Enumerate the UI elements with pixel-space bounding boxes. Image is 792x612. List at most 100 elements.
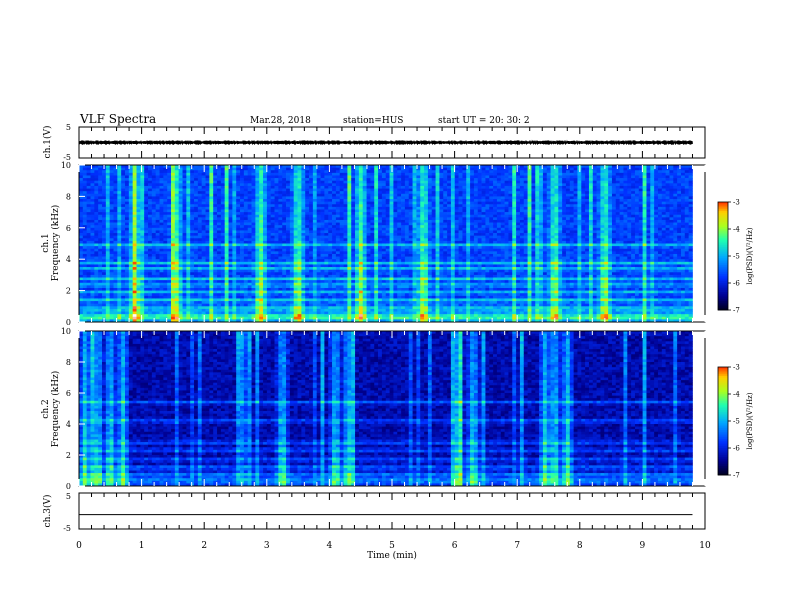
spectrogram-cell [82,308,88,312]
spectrogram-cell [128,227,134,231]
spectrogram-cell [251,227,256,231]
spectrogram-cell [82,185,88,189]
spectrogram-cell [174,233,180,236]
spectrogram-cell [332,287,337,291]
spectrogram-cell [385,196,390,200]
spectrogram-cell [155,219,160,223]
spectrogram-cell [128,196,134,200]
spectrogram-cell [362,188,367,192]
spectrogram-cell [320,206,325,210]
spectrogram-cell [121,233,126,236]
spectrogram-cell [186,301,191,305]
spectrogram-cell [174,212,180,216]
spectrogram-cell [140,272,145,276]
spectrogram-cell [335,235,341,239]
spectrogram-cell [293,196,298,200]
spectrogram-cell [79,272,84,276]
spectrogram-cell [324,290,329,294]
spectrogram-cell [94,206,99,210]
spectrogram-cell [355,225,360,229]
spectrogram-cell [381,272,387,276]
spectrogram-cell [136,175,141,179]
spectrogram-cell [217,204,222,208]
spectrogram-cell [328,272,333,276]
spectrogram-cell [155,259,160,263]
spectrogram-cell [205,290,210,294]
spectrogram-cell [274,287,279,291]
spectrogram-cell [289,285,295,289]
spectrogram-cell [102,295,107,299]
spectrogram-cell [132,261,137,265]
spectrogram-cell [351,227,356,231]
spectrogram-cell [236,290,241,294]
spectrogram-cell [243,301,249,305]
spectrogram-cell [274,230,279,234]
spectrogram-cell [140,175,145,179]
spectrogram-cell [209,319,214,323]
spectrogram-cell [102,193,107,197]
spectrogram-cell [121,238,126,242]
spectrogram-cell [167,167,172,171]
spectrogram-cell [339,212,344,216]
spectrogram-cell [197,303,203,307]
spectrogram-cell [159,298,164,302]
spectrogram-cell [370,290,375,294]
spectrogram-cell [236,274,241,278]
spectrogram-cell [355,230,360,234]
spectrogram-cell [270,311,275,315]
spectrogram-cell [358,319,364,323]
spectrogram-cell [232,196,237,200]
spectrogram-cell [312,282,318,286]
spectrogram-cell [236,303,241,307]
spectrogram-cell [358,185,364,189]
spectrogram-cell [205,183,210,187]
spectrogram-cell [117,225,122,229]
spectrogram-cell [263,193,268,197]
spectrogram-cell [335,314,341,318]
spectrogram-cell [121,199,126,202]
spectrogram-cell [274,253,279,257]
spectrogram-cell [90,272,95,276]
spectrogram-cell [381,256,387,260]
spectrogram-cell [270,264,275,268]
spectrogram-cell [220,303,226,307]
spectrogram-cell [274,185,279,189]
spectrogram-cell [151,267,157,271]
spectrogram-cell [320,298,325,302]
spectrogram-cell [236,264,241,268]
spectrogram-cell [163,311,168,315]
spectrogram-cell [240,282,245,286]
spectrogram-cell [151,301,157,305]
spectrogram-cell [289,295,295,299]
spectrogram-cell [178,165,183,168]
spectrogram-cell [374,282,379,286]
spectrogram-cell [255,246,260,250]
spectrogram-cell [98,191,103,195]
spectrogram-cell [228,167,233,171]
spectrogram-cell [159,285,164,289]
spectrogram-cell [324,259,329,263]
spectrogram-cell [217,246,222,250]
spectrogram-cell [274,280,279,284]
spectrogram-cell [190,185,195,189]
spectrogram-cell [98,172,103,176]
spectrogram-cell [297,206,302,210]
spectrogram-cell [224,295,229,299]
spectrogram-cell [167,280,172,284]
spectrogram-cell [362,264,367,268]
spectrogram-cell [362,293,367,297]
spectrogram-cell [182,238,187,242]
spectrogram-cell [301,240,306,244]
spectrogram-cell [213,314,218,318]
spectrogram-cell [236,277,241,281]
spectrogram-cell [98,233,103,236]
spectrogram-cell [332,243,337,247]
spectrogram-cell [171,193,176,197]
spectrogram-cell [343,206,348,210]
spectrogram-cell [82,314,88,318]
spectrogram-cell [94,272,99,276]
spectrogram-cell [339,204,344,208]
spectrogram-cell [136,191,141,195]
spectrogram-cell [286,267,291,271]
spectrogram-cell [167,172,172,176]
